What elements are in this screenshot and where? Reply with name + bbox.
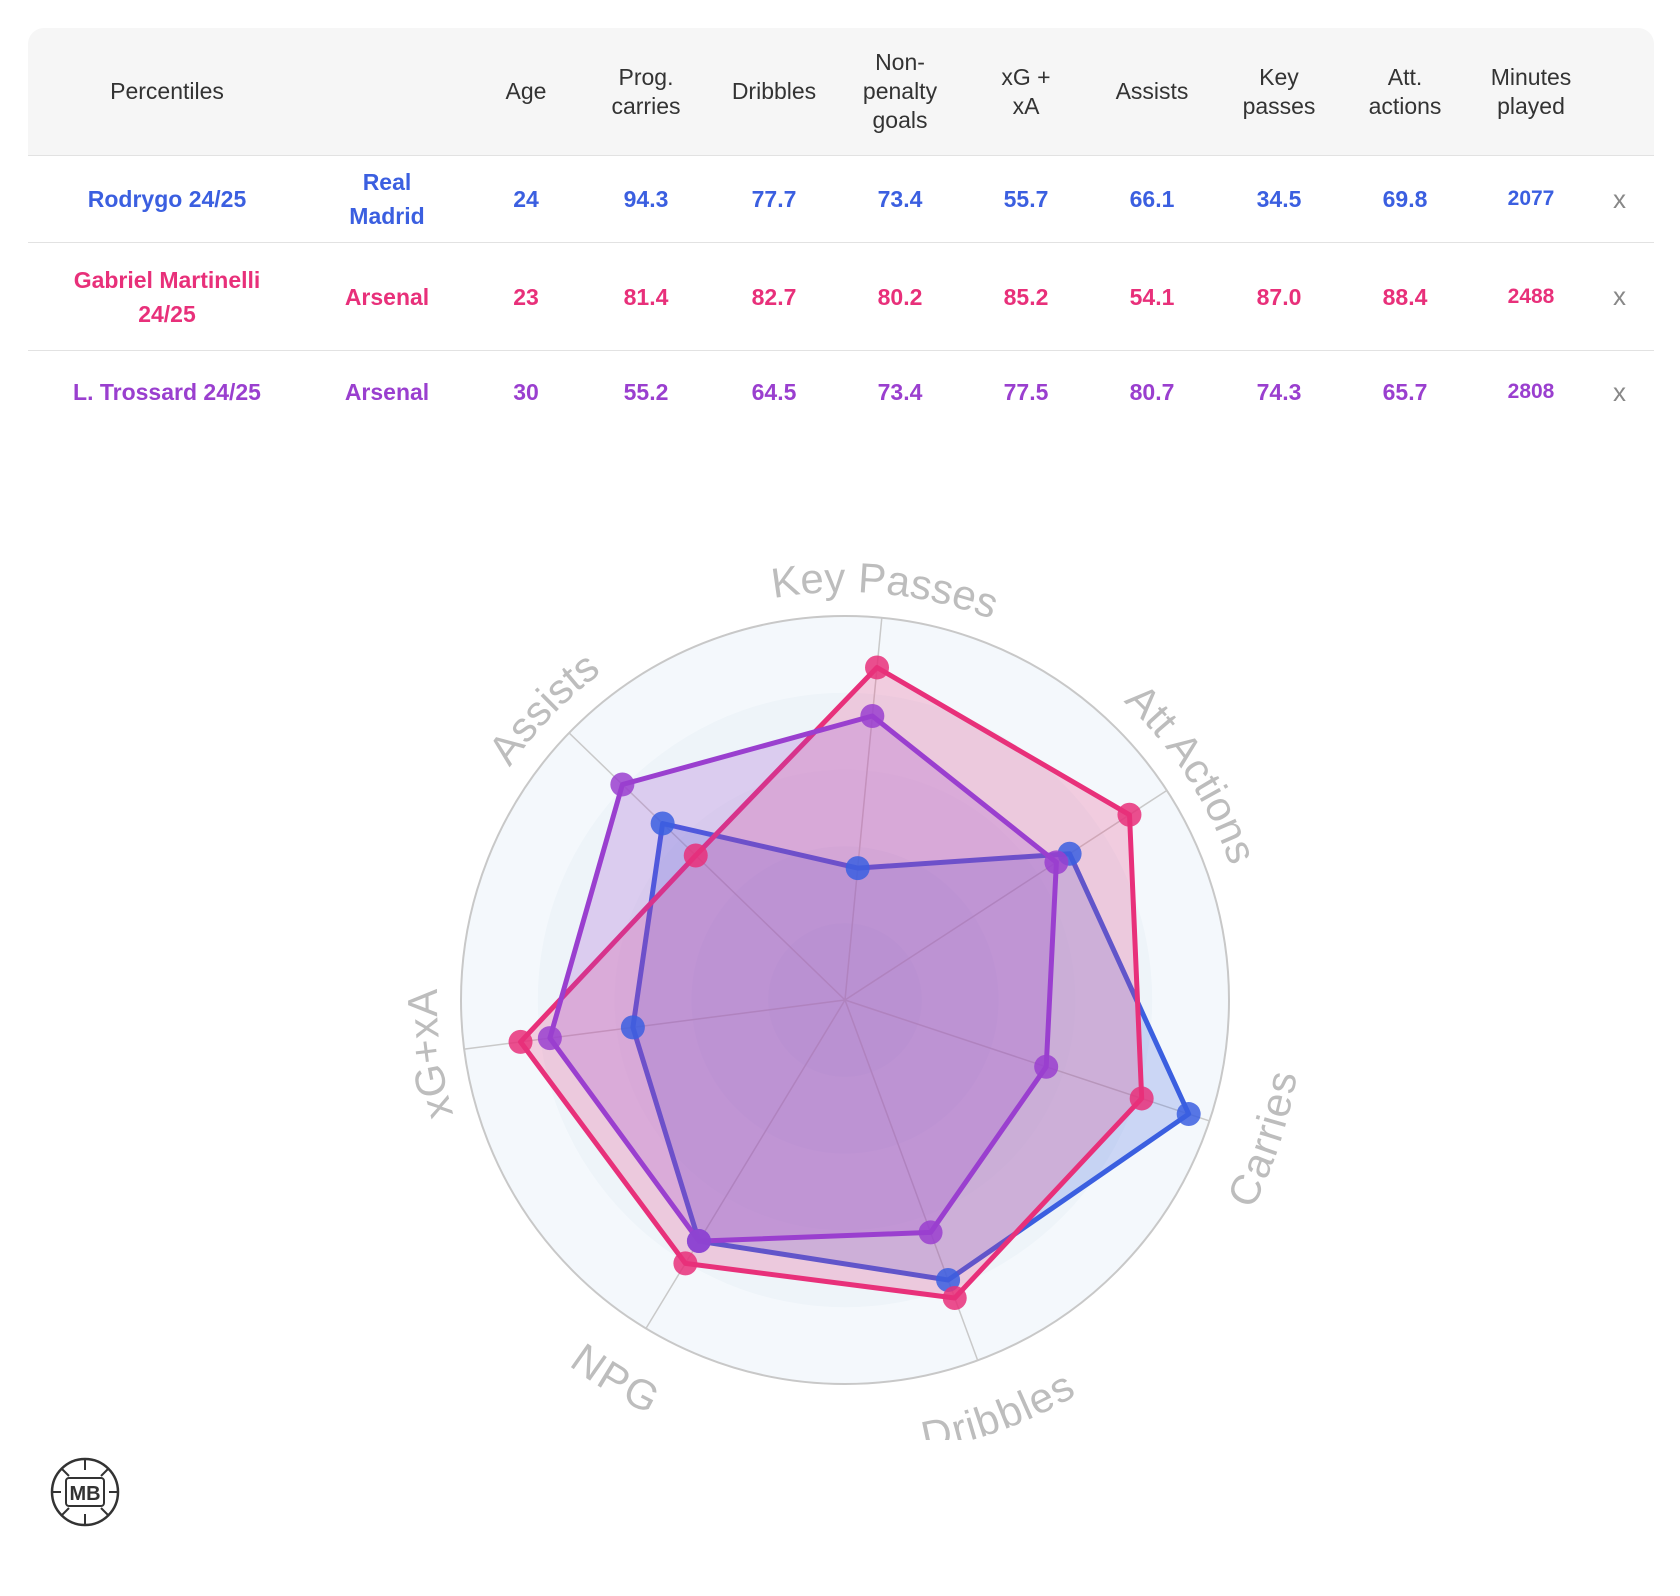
cell-xg-xa: 55.7 <box>1003 186 1049 212</box>
cell-non-penalty-goals: 73.4 <box>877 379 923 405</box>
data-point-0-3 <box>936 1267 961 1292</box>
cell-non-penalty-goals: 80.2 <box>877 283 923 310</box>
cell-team-name: Arsenal <box>344 283 430 310</box>
cell-age: 30 <box>513 379 539 405</box>
data-point-1-4 <box>673 1251 698 1276</box>
data-point-1-3 <box>942 1286 967 1311</box>
table-body: Rodrygo 24/25 Real Madrid 24 94.3 77.7 73.4 55… <box>28 156 1654 433</box>
cell-key-passes: 34.5 <box>1256 186 1302 212</box>
series-area-1 <box>518 665 1145 1301</box>
radar-spoke <box>844 617 883 1001</box>
remove-row-button[interactable]: x <box>1613 183 1626 214</box>
data-point-1-1 <box>1117 802 1142 827</box>
cell-att-actions: 88.4 <box>1382 283 1428 310</box>
axis-label-text: Carries <box>1218 1068 1306 1214</box>
cell-prog-carries: 81.4 <box>623 283 669 310</box>
cell-team-name: Arsenal <box>344 379 430 405</box>
header-non-penalty-goals[interactable]: Non- penalty goals <box>862 49 938 133</box>
data-point-2-6 <box>610 772 635 797</box>
cell-att-actions: 65.7 <box>1382 379 1428 405</box>
cell-player-name: L. Trossard 24/25 <box>73 379 261 405</box>
table-row: Gabriel Martinelli 24/25 Arsenal 23 81.4 82.… <box>28 243 1654 351</box>
axis-label: xG+xA <box>399 989 462 1125</box>
data-point-2-5 <box>537 1026 562 1051</box>
radar-outer-ring <box>460 615 1230 1385</box>
radar-series-group <box>508 655 1201 1311</box>
header-att-actions[interactable]: Att. actions <box>1368 63 1442 119</box>
cell-age: 24 <box>513 186 539 212</box>
axis-label: Carries <box>1218 1068 1306 1214</box>
cell-minutes-played: 2488 <box>1507 284 1555 308</box>
series-area-2 <box>547 713 1059 1244</box>
table-header: Percentiles Age Prog. carries Dribbles Non- … <box>28 28 1654 156</box>
header-key-passes[interactable]: Key passes <box>1242 63 1316 119</box>
cell-xg-xa: 85.2 <box>1003 283 1049 310</box>
data-point-0-2 <box>1176 1102 1201 1127</box>
axis-label: Dribbles <box>917 1362 1082 1440</box>
table-row: Rodrygo 24/25 Real Madrid 24 94.3 77.7 73.4 55… <box>28 156 1654 243</box>
cell-prog-carries: 55.2 <box>623 379 669 405</box>
axis-label-text: xG+xA <box>399 989 462 1125</box>
cell-minutes-played: 2808 <box>1507 380 1555 403</box>
radar-spoke <box>844 789 1168 1001</box>
cell-assists: 80.7 <box>1129 379 1175 405</box>
data-point-1-2 <box>1129 1086 1154 1111</box>
cell-att-actions: 69.8 <box>1382 186 1428 212</box>
radar-spoke <box>645 999 846 1329</box>
logo-text: MB <box>69 1483 100 1505</box>
data-point-2-0 <box>860 704 885 729</box>
mb-logo: MB <box>50 1457 120 1527</box>
data-point-1-0 <box>865 655 890 680</box>
header-age[interactable]: Age <box>505 78 547 104</box>
data-point-2-3 <box>918 1220 943 1245</box>
cell-assists: 54.1 <box>1129 283 1175 310</box>
cell-non-penalty-goals: 73.4 <box>877 186 923 212</box>
header-minutes-played[interactable]: Minutes played <box>1490 63 1572 119</box>
cell-dribbles: 64.5 <box>751 379 797 405</box>
cell-minutes-played: 2077 <box>1507 187 1555 210</box>
cell-player-name: Gabriel Martinelli 24/25 <box>73 266 261 327</box>
data-point-1-5 <box>508 1029 533 1054</box>
cell-xg-xa: 77.5 <box>1003 379 1049 405</box>
axis-label: Key Passes <box>768 554 1004 628</box>
axis-label: NPG <box>563 1334 667 1422</box>
axis-label-text: Dribbles <box>917 1362 1082 1440</box>
axis-label-text: Key Passes <box>768 554 1004 628</box>
data-point-2-4 <box>686 1229 711 1254</box>
cell-team-name: Real Madrid <box>349 169 425 229</box>
data-point-0-0 <box>845 856 870 881</box>
header-dribbles[interactable]: Dribbles <box>731 78 817 104</box>
series-area-0 <box>630 821 1192 1283</box>
cell-dribbles: 82.7 <box>751 283 797 310</box>
axis-label-text: NPG <box>563 1334 667 1422</box>
cell-player-name: Rodrygo 24/25 <box>87 186 247 212</box>
table-row: L. Trossard 24/25 Arsenal 30 55.2 64.5 73.4 77… <box>28 351 1654 433</box>
header-prog-carries[interactable]: Prog. carries <box>611 63 681 119</box>
data-point-2-2 <box>1034 1054 1059 1079</box>
cell-key-passes: 87.0 <box>1256 283 1302 310</box>
remove-row-button[interactable]: x <box>1613 376 1626 407</box>
cell-assists: 66.1 <box>1129 186 1175 212</box>
header-assists[interactable]: Assists <box>1115 78 1189 104</box>
header-team-name <box>312 28 462 155</box>
cell-age: 23 <box>513 283 539 310</box>
header-xg-xa[interactable]: xG + xA <box>1001 63 1051 119</box>
data-point-1-6 <box>683 843 708 868</box>
header-player-name: Percentiles <box>110 78 224 104</box>
data-point-0-6 <box>650 811 675 836</box>
data-point-0-5 <box>620 1015 645 1040</box>
cell-prog-carries: 94.3 <box>623 186 669 212</box>
cell-dribbles: 77.7 <box>751 186 797 212</box>
cell-key-passes: 74.3 <box>1256 379 1302 405</box>
comparison-table: Percentiles Age Prog. carries Dribbles Non- … <box>28 28 1654 433</box>
remove-row-button[interactable]: x <box>1613 281 1626 311</box>
data-point-2-1 <box>1044 850 1069 875</box>
